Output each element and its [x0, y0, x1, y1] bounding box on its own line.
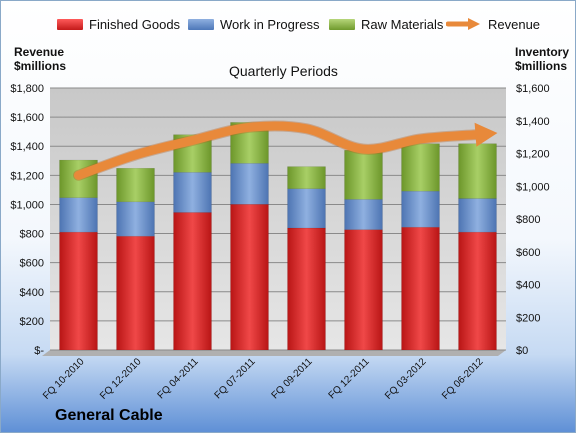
right-tick-label: $600	[516, 247, 540, 259]
left-tick-label: $600	[20, 258, 44, 270]
x-tick-label: FQ 12-2010	[98, 356, 144, 402]
work-in-progress-bar	[287, 188, 326, 229]
finished-goods-bar	[173, 212, 212, 351]
right-tick-label: $0	[516, 345, 528, 357]
x-tick-label: FQ 03-2012	[383, 356, 429, 402]
revenue-line-group	[73, 120, 498, 181]
revenue-arrow-icon	[446, 18, 480, 30]
finished-goods-bar	[230, 204, 269, 351]
left-tick-label: $1,800	[10, 83, 44, 95]
x-tick-label: FQ 10-2010	[41, 356, 87, 402]
x-tick-label: FQ 07-2011	[213, 356, 258, 401]
right-tick-label: $800	[516, 214, 540, 226]
raw-materials-swatch	[329, 19, 355, 30]
left-tick-label: $400	[20, 287, 44, 299]
x-tick-label: FQ 09-2011	[270, 356, 315, 401]
finished-goods-bar	[59, 231, 98, 351]
finished-goods-bar	[116, 235, 155, 351]
chart-title: Quarterly Periods	[229, 63, 338, 79]
revenue-arrowhead	[474, 122, 498, 147]
finished-goods-bar	[401, 226, 440, 351]
bar-group	[59, 122, 497, 351]
work-in-progress-bar	[401, 190, 440, 228]
right-tick-label: $1,000	[516, 181, 550, 193]
work-in-progress-bar	[458, 198, 497, 233]
left-tick-label: $1,600	[10, 112, 44, 124]
work-in-progress-bar	[173, 172, 212, 213]
plot-floor	[42, 350, 506, 356]
legend-item-revenue: Revenue	[446, 17, 540, 32]
right-tick-label: $200	[516, 312, 540, 324]
right-axis-title: Inventory $millions	[515, 45, 570, 73]
legend-label: Work in Progress	[220, 17, 320, 32]
right-tick-label: $1,400	[516, 116, 550, 128]
legend-label: Raw Materials	[361, 17, 444, 32]
legend-label: Revenue	[488, 17, 541, 32]
x-tick-label: FQ 12-2011	[327, 356, 372, 401]
raw-materials-bar	[116, 167, 155, 203]
left-axis-ticks: $- $200 $400 $600 $800 $1,000 $1,200 $1,400 $1,6…	[10, 83, 44, 357]
left-tick-label: $-	[34, 345, 44, 357]
left-axis-title: Revenue $millions	[14, 45, 67, 73]
x-axis-ticks: FQ 10-2010 FQ 12-2010 FQ 04-2011 FQ 07-2011…	[41, 356, 486, 402]
company-name: General Cable	[55, 407, 163, 424]
right-axis-ticks: $0 $200 $400 $600 $800 $1,000 $1,200 $1,400 $1,6…	[516, 83, 550, 357]
legend-item-finished-goods: Finished Goods	[57, 17, 180, 32]
raw-materials-bar	[344, 149, 383, 200]
legend-item-raw-materials: Raw Materials	[329, 17, 443, 32]
left-tick-label: $1,200	[10, 170, 44, 182]
legend-item-work-in-progress: Work in Progress	[188, 17, 319, 32]
finished-goods-bar	[344, 229, 383, 351]
right-tick-label: $1,200	[516, 149, 550, 161]
left-tick-label: $1,400	[10, 141, 44, 153]
work-in-progress-bar	[59, 197, 98, 233]
finished-goods-bar	[458, 231, 497, 351]
x-tick-label: FQ 06-2012	[440, 356, 486, 402]
work-in-progress-bar	[230, 163, 269, 205]
raw-materials-bar	[458, 143, 497, 199]
work-in-progress-bar	[344, 199, 383, 230]
raw-materials-bar	[401, 143, 440, 192]
left-tick-label: $1,000	[10, 199, 44, 211]
work-in-progress-swatch	[188, 19, 214, 30]
right-tick-label: $1,600	[516, 83, 550, 95]
x-tick-label: FQ 04-2011	[156, 356, 201, 401]
raw-materials-bar	[287, 166, 326, 189]
finished-goods-swatch	[57, 19, 83, 30]
right-tick-label: $400	[516, 280, 540, 292]
legend-label: Finished Goods	[89, 17, 181, 32]
chart-legend: Finished Goods Work in Progress Raw Mate…	[1, 11, 575, 37]
left-tick-label: $800	[20, 229, 44, 241]
left-tick-label: $200	[20, 316, 44, 328]
finished-goods-bar	[287, 227, 326, 351]
work-in-progress-bar	[116, 201, 155, 237]
revenue-line	[74, 121, 482, 180]
